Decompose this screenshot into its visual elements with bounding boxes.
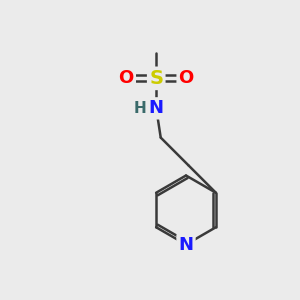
Text: N: N — [149, 99, 164, 117]
Text: O: O — [118, 69, 134, 87]
Text: O: O — [178, 69, 194, 87]
Text: N: N — [178, 236, 194, 253]
Text: S: S — [149, 69, 163, 88]
Text: H: H — [133, 101, 146, 116]
